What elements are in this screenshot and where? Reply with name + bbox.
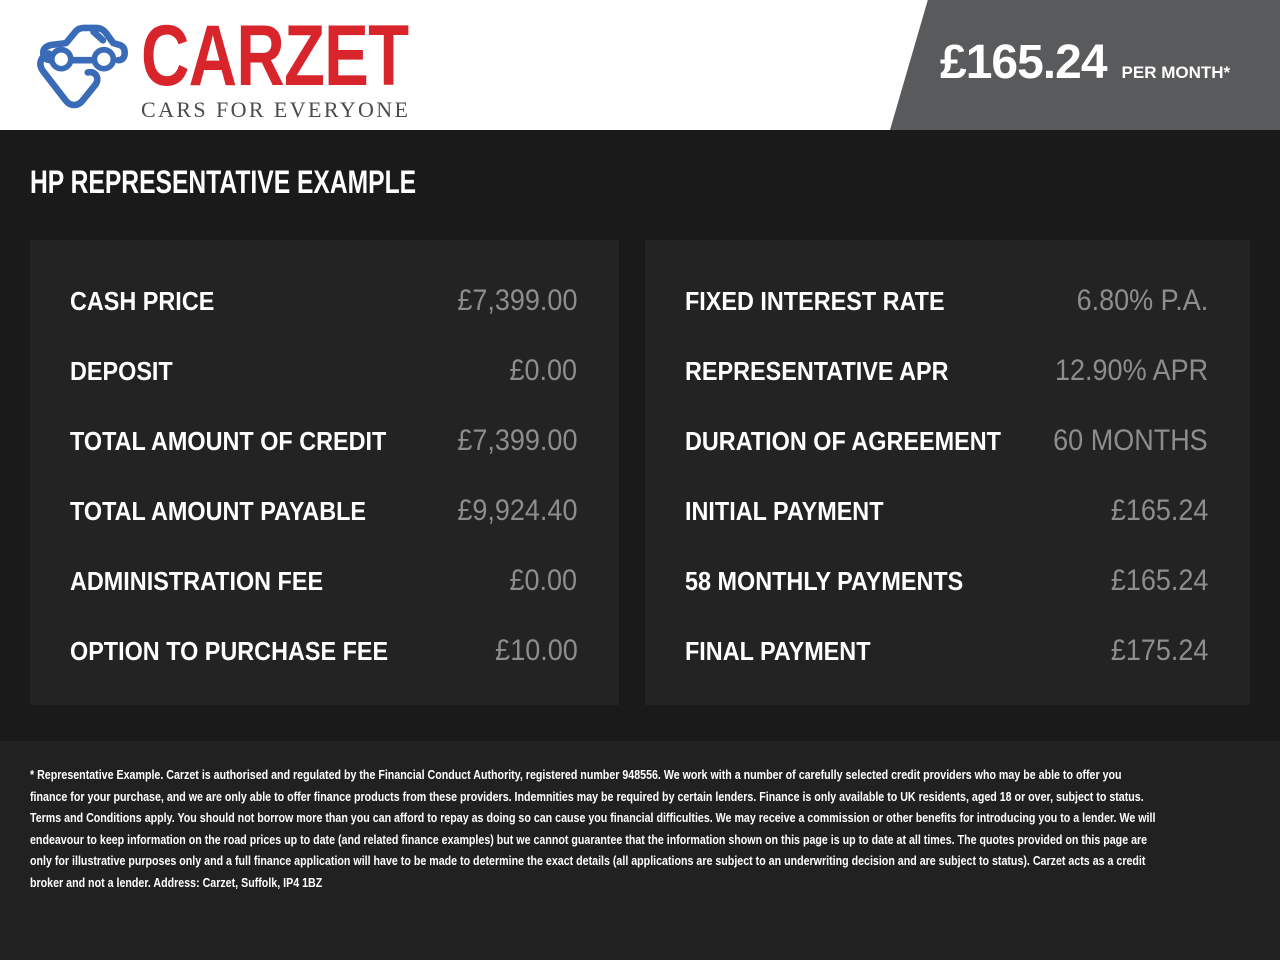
monthly-price-banner: £165.24 PER MONTH*: [890, 0, 1280, 130]
brand-tagline: CARS FOR EVERYONE: [141, 97, 411, 122]
finance-row: REPRESENTATIVE APR 12.90% APR: [685, 336, 1208, 406]
finance-row: CASH PRICE £7,399.00: [70, 266, 577, 336]
finance-details-left-panel: CASH PRICE £7,399.00 DEPOSIT £0.00 TOTAL…: [30, 240, 620, 705]
finance-row: DEPOSIT £0.00: [70, 336, 577, 406]
finance-row-value: £165.24: [1110, 494, 1208, 527]
disclaimer-footer: * Representative Example. Carzet is auth…: [0, 741, 1280, 960]
finance-row: 58 MONTHLY PAYMENTS £165.24: [685, 546, 1208, 616]
finance-row-label: OPTION TO PURCHASE FEE: [70, 635, 389, 666]
finance-row-label: REPRESENTATIVE APR: [685, 355, 949, 386]
finance-row-value: 12.90% APR: [1054, 354, 1208, 387]
main-content: HP REPRESENTATIVE EXAMPLE CASH PRICE £7,…: [0, 130, 1280, 705]
finance-row-value: £165.24: [1110, 564, 1208, 597]
finance-row: INITIAL PAYMENT £165.24: [685, 476, 1208, 546]
finance-panels: CASH PRICE £7,399.00 DEPOSIT £0.00 TOTAL…: [30, 240, 1250, 705]
finance-row-value: 60 MONTHS: [1053, 424, 1208, 457]
finance-row-label: INITIAL PAYMENT: [685, 495, 884, 526]
disclaimer-text: * Representative Example. Carzet is auth…: [30, 767, 1156, 890]
finance-row-label: FINAL PAYMENT: [685, 635, 871, 666]
finance-row-label: DEPOSIT: [70, 355, 173, 386]
finance-row-value: £0.00: [509, 564, 578, 597]
car-icon: [37, 24, 129, 109]
monthly-price-amount: £165.24: [940, 36, 1108, 89]
finance-row: FINAL PAYMENT £175.24: [685, 616, 1208, 686]
finance-row: TOTAL AMOUNT PAYABLE £9,924.40: [70, 476, 577, 546]
finance-row: ADMINISTRATION FEE £0.00: [70, 546, 577, 616]
finance-row-label: TOTAL AMOUNT PAYABLE: [70, 495, 367, 526]
finance-details-right-panel: FIXED INTEREST RATE 6.80% P.A. REPRESENT…: [645, 240, 1250, 705]
finance-row-value: £0.00: [509, 354, 578, 387]
finance-row-value: £7,399.00: [457, 284, 578, 317]
finance-row: FIXED INTEREST RATE 6.80% P.A.: [685, 266, 1208, 336]
carzet-logo: CARZET CARS FOR EVERYONE: [33, 10, 484, 123]
finance-row-label: CASH PRICE: [70, 285, 215, 316]
finance-row-value: £9,924.40: [457, 494, 578, 527]
finance-row-label: ADMINISTRATION FEE: [70, 565, 324, 596]
finance-row-value: £10.00: [494, 634, 578, 667]
finance-row-label: TOTAL AMOUNT OF CREDIT: [70, 425, 387, 456]
finance-row: TOTAL AMOUNT OF CREDIT £7,399.00: [70, 406, 577, 476]
monthly-price-inner: £165.24 PER MONTH*: [890, 0, 1280, 130]
header: CARZET CARS FOR EVERYONE £165.24 PER MONT…: [0, 0, 1280, 130]
finance-row-label: DURATION OF AGREEMENT: [685, 425, 1002, 456]
finance-row: OPTION TO PURCHASE FEE £10.00: [70, 616, 577, 686]
logo-text: CARZET CARS FOR EVERYONE: [141, 10, 484, 123]
finance-row-value: 6.80% P.A.: [1076, 284, 1208, 317]
finance-row: DURATION OF AGREEMENT 60 MONTHS: [685, 406, 1208, 476]
finance-row-label: 58 MONTHLY PAYMENTS: [685, 565, 964, 596]
finance-row-value: £175.24: [1110, 634, 1208, 667]
per-month-label: PER MONTH*: [1121, 63, 1231, 82]
page-title: HP REPRESENTATIVE EXAMPLE: [30, 164, 417, 200]
finance-row-value: £7,399.00: [457, 424, 578, 457]
brand-name: CARZET: [141, 8, 409, 104]
finance-row-label: FIXED INTEREST RATE: [685, 285, 945, 316]
